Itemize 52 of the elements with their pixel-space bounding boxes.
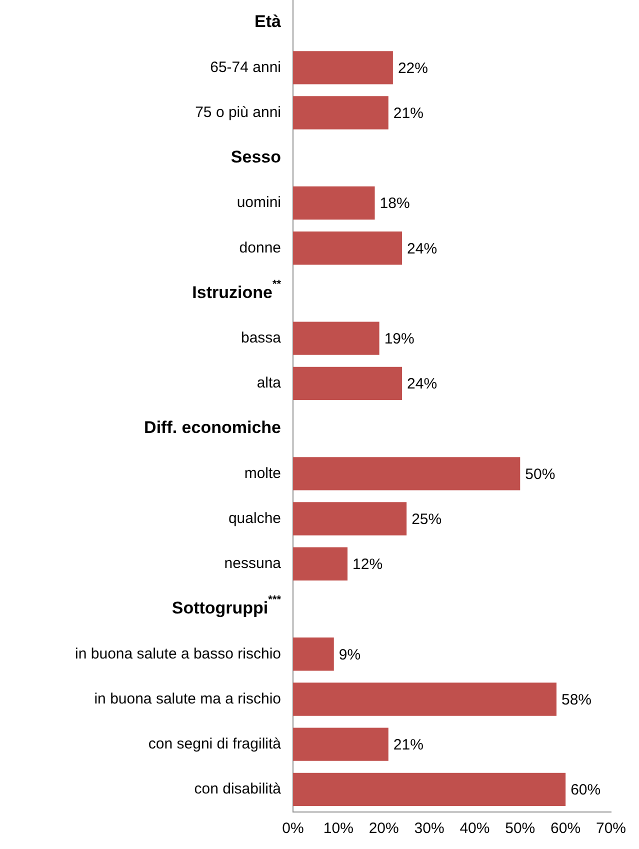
data-label: 12% — [352, 556, 383, 574]
y-tick-label: uomini — [236, 194, 281, 212]
bar — [293, 682, 556, 716]
bar — [293, 772, 566, 806]
bar — [293, 96, 388, 130]
y-tick-label: alta — [256, 374, 282, 392]
bar — [293, 638, 334, 671]
bar — [293, 366, 402, 400]
data-label: 18% — [380, 195, 410, 212]
data-label: 60% — [570, 782, 601, 799]
y-tick-label: qualche — [228, 510, 282, 527]
bar — [293, 51, 393, 84]
y-tick-label: Età — [254, 12, 282, 32]
y-tick-label: con segni di fragilità — [148, 735, 282, 752]
data-label: 24% — [407, 240, 438, 258]
x-tick-label: 70% — [596, 820, 626, 838]
bar — [293, 457, 520, 490]
x-tick-label: 40% — [460, 820, 490, 838]
y-tick-label: molte — [244, 464, 282, 482]
y-tick-label: bassa — [240, 329, 282, 346]
bar — [293, 502, 407, 536]
data-label: 21% — [393, 104, 424, 122]
bar — [293, 186, 375, 220]
y-tick-label: con disabilità — [194, 780, 282, 798]
y-tick-label: Sottogruppi*** — [172, 594, 282, 618]
bar — [293, 728, 388, 761]
bar — [293, 232, 402, 265]
x-tick-label: 50% — [505, 820, 536, 838]
y-tick-label: Istruzione** — [192, 278, 282, 302]
y-tick-label: Diff. economiche — [144, 418, 282, 438]
bar — [293, 547, 348, 580]
x-tick-label: 60% — [550, 820, 581, 838]
y-tick-label: donne — [239, 239, 282, 256]
x-tick-label: 20% — [368, 820, 399, 838]
y-tick-label: in buona salute ma a rischio — [94, 690, 282, 708]
y-tick-label: 75 o più anni — [195, 104, 281, 121]
data-label: 50% — [525, 466, 556, 483]
data-label: 9% — [338, 646, 361, 664]
data-label: 24% — [407, 376, 438, 393]
y-tick-label: in buona salute a basso rischio — [75, 645, 282, 662]
bar — [293, 322, 380, 355]
data-label: 19% — [384, 330, 414, 348]
data-label: 25% — [412, 510, 442, 528]
data-label: 22% — [398, 60, 428, 77]
y-tick-label: nessuna — [224, 555, 282, 572]
x-tick-label: 10% — [323, 820, 354, 838]
y-tick-label: 65-74 anni — [210, 58, 282, 76]
y-tick-label: Sesso — [230, 148, 282, 167]
x-tick-label: 30% — [414, 820, 444, 838]
data-label: 58% — [561, 691, 592, 708]
data-label: 21% — [393, 736, 424, 754]
x-tick-label: 0% — [282, 820, 304, 838]
